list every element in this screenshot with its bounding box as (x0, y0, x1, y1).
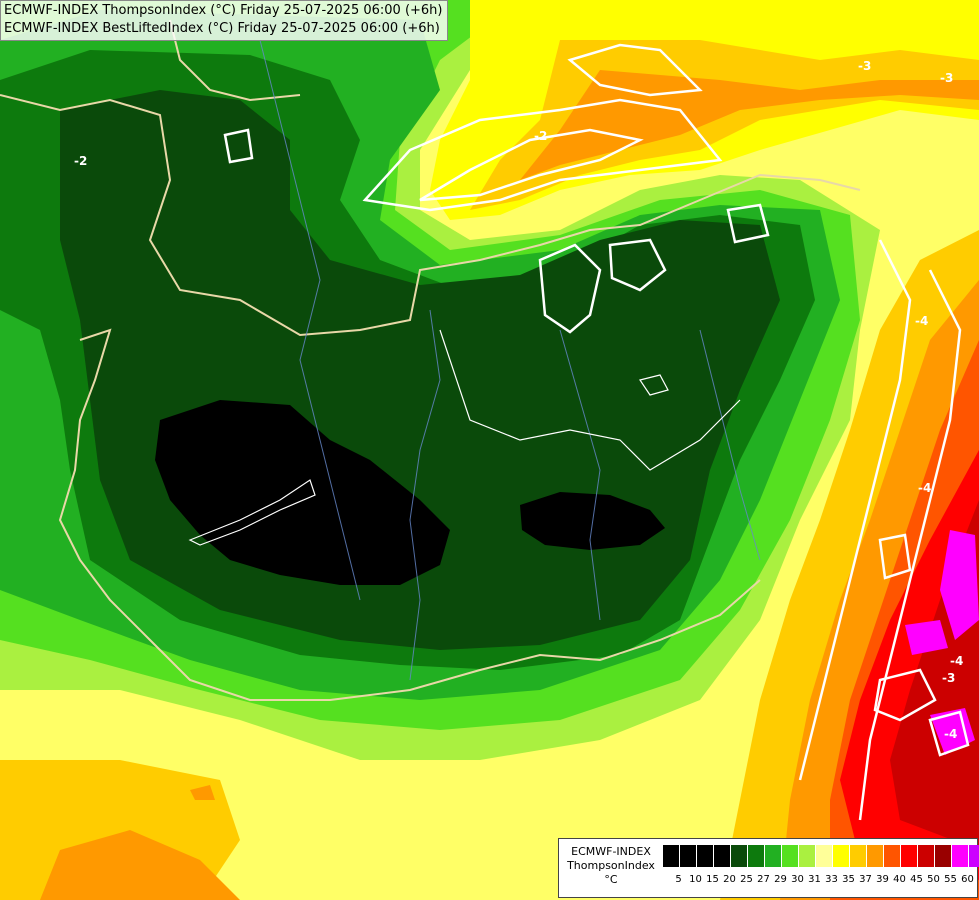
legend-tick-label: 35 (842, 874, 855, 885)
legend-swatch (781, 845, 798, 867)
legend-tick-label: 31 (808, 874, 821, 885)
legend-swatch (951, 845, 968, 867)
legend-tick-label: 27 (757, 874, 770, 885)
legend-swatches (662, 845, 979, 867)
legend-tick-label: 60 (961, 874, 974, 885)
legend-variable: ThompsonIndex (567, 859, 655, 872)
legend-tick-label: 25 (740, 874, 753, 885)
legend-tick-label: 33 (825, 874, 838, 885)
legend-tick-label: 20 (723, 874, 736, 885)
legend-tick-label: 39 (876, 874, 889, 885)
legend-swatch (883, 845, 900, 867)
legend-swatch (968, 845, 979, 867)
legend-title: ECMWF-INDEX ThompsonIndex °C (563, 845, 659, 887)
legend-swatch (730, 845, 747, 867)
contour-label: -4 (915, 314, 928, 328)
legend-swatch (934, 845, 951, 867)
legend-tick-label: 45 (910, 874, 923, 885)
legend-swatch (696, 845, 713, 867)
legend-swatch (747, 845, 764, 867)
contour-label: -2 (74, 154, 87, 168)
legend-swatch (849, 845, 866, 867)
map-title-line-1: ECMWF-INDEX ThompsonIndex (°C) Friday 25… (4, 3, 443, 18)
contour-label: -4 (944, 727, 957, 741)
legend-swatch (713, 845, 730, 867)
legend-tick-label: 40 (893, 874, 906, 885)
legend-tick-label: 37 (859, 874, 872, 885)
legend-swatch (798, 845, 815, 867)
legend-swatch (917, 845, 934, 867)
legend-tick-label: 10 (689, 874, 702, 885)
legend-ticks: 5 10 15 20 25 27 29 30 31 33 35 37 39 40 45 50 55 60 (670, 873, 976, 887)
legend-swatch (815, 845, 832, 867)
contour-label: -3 (940, 71, 953, 85)
legend-tick-label: 5 (675, 874, 682, 885)
contour-label: -2 (534, 129, 547, 143)
legend-swatch (764, 845, 781, 867)
color-legend: ECMWF-INDEX ThompsonIndex °C 5 10 15 20 25 27… (558, 838, 979, 898)
legend-tick-label: 29 (774, 874, 787, 885)
contour-label: -4 (918, 481, 931, 495)
legend-unit: °C (604, 873, 618, 886)
map-title-box: ECMWF-INDEX ThompsonIndex (°C) Friday 25… (0, 0, 448, 41)
legend-tick-label: 30 (791, 874, 804, 885)
legend-tick-label: 55 (944, 874, 957, 885)
legend-swatch (832, 845, 849, 867)
map-title-line-2: ECMWF-INDEX BestLiftedIndex (°C) Friday … (4, 21, 440, 36)
legend-tick-label: 15 (706, 874, 719, 885)
legend-swatch (662, 845, 679, 867)
legend-swatch (679, 845, 696, 867)
contour-label: -4 (950, 654, 963, 668)
legend-swatch (900, 845, 917, 867)
legend-swatch (866, 845, 883, 867)
contour-label: -3 (942, 671, 955, 685)
contour-label: -3 (858, 59, 871, 73)
legend-tick-label: 50 (927, 874, 940, 885)
legend-model: ECMWF-INDEX (571, 845, 651, 858)
